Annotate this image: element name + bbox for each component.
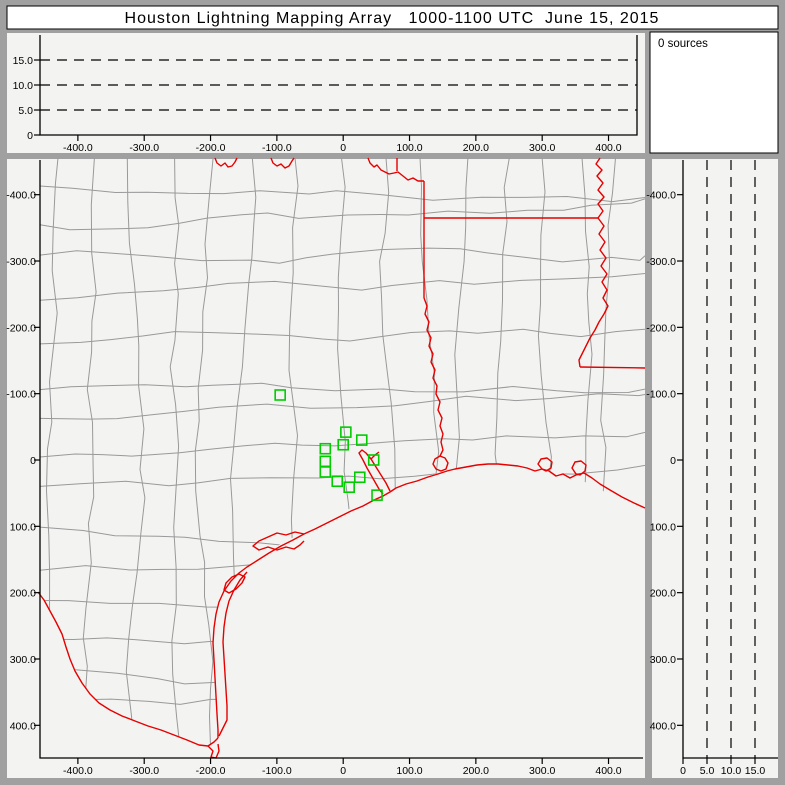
tick-label: 100.0 xyxy=(10,521,36,533)
lma-station-markers xyxy=(274,389,383,501)
map-axes xyxy=(39,160,643,759)
tick-label: 400.0 xyxy=(650,720,676,732)
page-title: Houston Lightning Mapping Array 1000-110… xyxy=(125,10,660,27)
altitude-ns-ticks: 400.0 300.0 200.0 100.0 0 -100.0 -200.0 -300.0 -… xyxy=(646,190,765,777)
tick-label: 0 xyxy=(30,455,36,467)
state-borders-coastline xyxy=(37,157,646,759)
lma-station-marker xyxy=(274,389,286,401)
tick-label: 400.0 xyxy=(595,765,621,777)
tick-label: 300.0 xyxy=(10,654,36,666)
tick-label: -300.0 xyxy=(129,142,159,154)
tick-label: -200.0 xyxy=(196,765,226,777)
tick-label: 5.0 xyxy=(18,105,33,117)
tick-label: 0 xyxy=(680,765,686,777)
tick-label: -300.0 xyxy=(646,256,676,268)
altitude-ns-gridlines xyxy=(706,160,756,758)
lma-station-marker xyxy=(367,454,380,466)
county-line xyxy=(39,393,645,420)
tick-label: 0 xyxy=(27,130,33,142)
sources-count-panel-bg xyxy=(649,31,779,154)
county-line xyxy=(39,328,645,345)
lma-station-marker xyxy=(343,481,355,493)
tick-label: 200.0 xyxy=(10,588,36,600)
lma-station-marker xyxy=(331,475,344,488)
tick-label: 100.0 xyxy=(650,521,676,533)
tick-label: 300.0 xyxy=(650,654,676,666)
tick-label: -400.0 xyxy=(63,765,93,777)
tick-label: -300.0 xyxy=(6,256,36,268)
tick-label: 200.0 xyxy=(463,142,489,154)
tick-label: 10.0 xyxy=(13,80,34,92)
tick-label: 15.0 xyxy=(13,55,34,67)
tick-label: 400.0 xyxy=(595,142,621,154)
sources-count-label: 0 sources xyxy=(658,38,708,50)
tick-label: -200.0 xyxy=(6,322,36,334)
county-line xyxy=(39,198,645,231)
tick-label: -400.0 xyxy=(6,190,36,202)
tick-label: 300.0 xyxy=(529,142,555,154)
tick-label: -100.0 xyxy=(262,142,292,154)
lma-station-marker xyxy=(371,489,383,501)
tick-label: 200.0 xyxy=(650,588,676,600)
tick-label: -100.0 xyxy=(6,389,36,401)
lma-station-marker xyxy=(319,442,332,455)
county-line xyxy=(39,273,645,301)
tick-label: 0 xyxy=(340,142,346,154)
tick-label: 100.0 xyxy=(396,765,422,777)
tick-label: 200.0 xyxy=(463,765,489,777)
tick-label: -400.0 xyxy=(646,190,676,202)
county-line xyxy=(39,185,645,203)
tick-label: 10.0 xyxy=(721,765,742,777)
lma-station-marker xyxy=(340,426,352,438)
county-line xyxy=(194,158,214,746)
tick-label: 15.0 xyxy=(745,765,766,777)
map-panel-bg xyxy=(7,159,645,778)
county-line xyxy=(39,247,645,264)
county-line xyxy=(39,382,645,394)
lma-station-marker xyxy=(355,434,368,446)
tick-label: 400.0 xyxy=(10,720,36,732)
tick-label: -100.0 xyxy=(262,765,292,777)
title-bar: Houston Lightning Mapping Array 1000-110… xyxy=(6,5,779,30)
tick-label: -300.0 xyxy=(129,765,159,777)
tick-label: 300.0 xyxy=(529,765,555,777)
county-line xyxy=(39,431,645,458)
lma-station-marker xyxy=(319,466,332,478)
altitude-ns-panel-bg xyxy=(652,159,778,778)
tick-label: -400.0 xyxy=(63,142,93,154)
altitude-ns-panel[interactable]: 400.0 300.0 200.0 100.0 0 -100.0 -200.0 -300.0 -… xyxy=(646,159,778,778)
altitude-time-ticks: 0 5.0 10.0 15.0 -400.0 -300.0 -200.0 -100.0 0 100… xyxy=(13,55,622,154)
lma-station-marker xyxy=(353,471,366,484)
tick-label: 100.0 xyxy=(396,142,422,154)
tick-label: -100.0 xyxy=(646,389,676,401)
map-ticks: 400.0 300.0 200.0 100.0 0 -100.0 -200.0 -300.0 -… xyxy=(6,190,622,777)
altitude-gridlines xyxy=(40,59,637,111)
tick-label: -200.0 xyxy=(646,322,676,334)
sources-count-panel: 0 sources xyxy=(649,31,779,154)
county-line xyxy=(125,158,146,746)
lma-station-marker xyxy=(337,438,350,451)
plan-view-map-panel[interactable]: 400.0 300.0 200.0 100.0 0 -100.0 -200.0 -300.0 -… xyxy=(6,157,646,778)
altitude-time-panel[interactable]: 0 5.0 10.0 15.0 -400.0 -300.0 -200.0 -100.0 0 100… xyxy=(7,33,645,154)
altitude-time-panel-bg xyxy=(7,33,645,153)
tick-label: 0 xyxy=(670,455,676,467)
tick-label: -200.0 xyxy=(196,142,226,154)
tick-label: 5.0 xyxy=(700,765,715,777)
tick-label: 0 xyxy=(340,765,346,777)
